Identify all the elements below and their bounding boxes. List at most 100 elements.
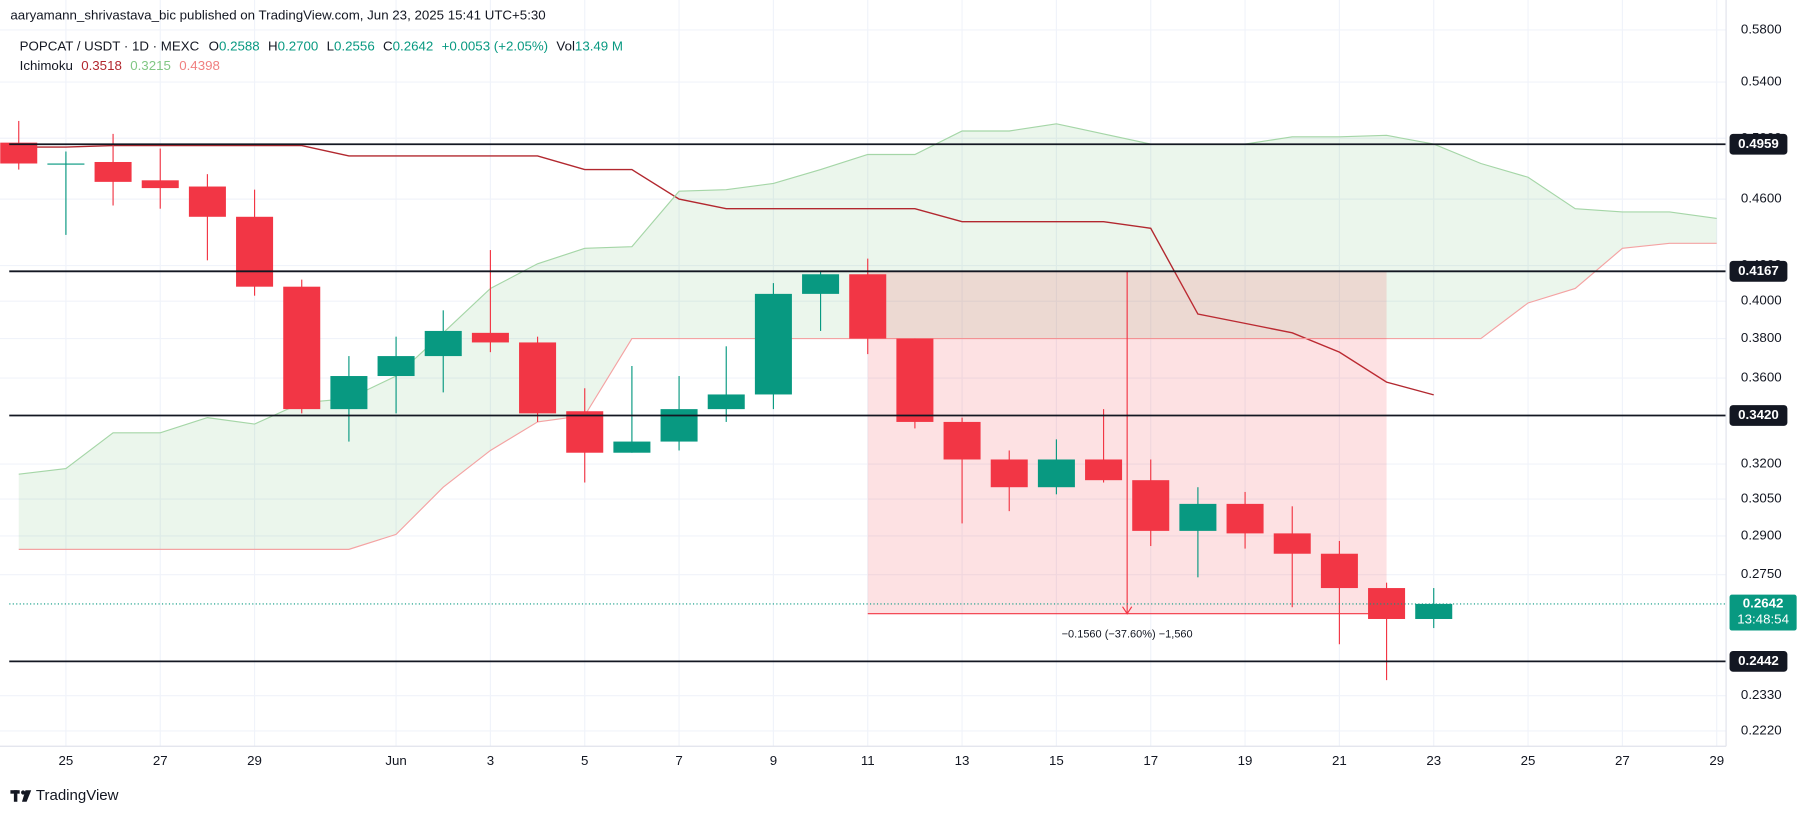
candle-body (990, 459, 1028, 488)
x-tick-label: 11 (861, 753, 875, 768)
candle-body (1226, 503, 1264, 534)
candle-body (1132, 480, 1170, 531)
y-tick-label: 0.5400 (1741, 74, 1782, 89)
candle-body (1273, 533, 1311, 554)
candle-body (1320, 553, 1358, 589)
x-tick-label: 23 (1426, 753, 1441, 768)
indicator-value: 0.4398 (179, 57, 220, 72)
x-tick-label: 15 (1049, 753, 1064, 768)
legend-key: H (268, 38, 278, 53)
y-tick-label: 0.2330 (1741, 687, 1782, 702)
x-tick-label: 25 (59, 753, 74, 768)
x-tick-label: 17 (1143, 753, 1158, 768)
level-label-bg (1729, 133, 1788, 155)
countdown-label: 13:48:54 (1737, 612, 1789, 627)
y-tick-label: 0.2900 (1741, 527, 1782, 542)
candle-body (94, 161, 132, 182)
indicator-value: 0.3215 (130, 57, 171, 72)
x-tick-label: 13 (955, 753, 970, 768)
x-tick-label: 7 (675, 753, 682, 768)
candle-body (613, 441, 651, 453)
candle-body (896, 338, 934, 422)
y-tick-label: 0.5800 (1741, 21, 1782, 36)
y-tick-label: 0.4600 (1741, 191, 1782, 206)
level-label: 0.4167 (1738, 263, 1779, 278)
candle-body (754, 293, 792, 395)
level-label: 0.2442 (1738, 653, 1779, 668)
x-tick-label: 5 (581, 753, 588, 768)
candle-body (849, 274, 887, 339)
symbol-legend: POPCAT / USDT · 1D · MEXC O0.2588 H0.270… (20, 38, 623, 53)
candle-body (471, 332, 509, 343)
legend-key: C (383, 38, 393, 53)
candle-body (1037, 459, 1075, 488)
legend-key: L (327, 38, 334, 53)
axes: 25 27 29 Jun 3 5 7 9 11 13 15 17 19 21 23 25 27 29 0.5800 0… (59, 21, 1797, 768)
candle-body (707, 394, 745, 410)
symbol-title: POPCAT / USDT · 1D · MEXC (20, 38, 200, 53)
level-label-bg (1729, 405, 1788, 426)
x-tick-label: 29 (1709, 753, 1724, 768)
candle-body (283, 286, 321, 410)
legend-value: 0.2556 (334, 38, 375, 53)
y-tick-label: 0.3200 (1741, 456, 1782, 471)
x-tick-label: Jun (385, 753, 406, 768)
current-price-bg (1729, 594, 1797, 631)
indicator-value: 0.3518 (81, 57, 122, 72)
y-tick-label: 0.3800 (1741, 330, 1782, 345)
indicator-name: Ichimoku (20, 57, 73, 72)
legend-key: Vol (556, 38, 575, 53)
x-tick-label: 25 (1521, 753, 1536, 768)
plot: −0.1560 (−37.60%) −1,560 (0, 120, 1727, 681)
level-label-bg (1729, 260, 1788, 282)
x-tick-label: 3 (487, 753, 494, 768)
candle-body (188, 186, 226, 217)
x-tick-label: 27 (1615, 753, 1630, 768)
candle-body (943, 421, 981, 460)
candle-body (424, 330, 462, 357)
legend-value: 0.2588 (219, 38, 260, 53)
candle-body (1415, 603, 1453, 619)
candle-body (330, 376, 368, 410)
level-label: 0.4959 (1738, 136, 1779, 151)
candle-body (47, 163, 85, 165)
legend-value: 13.49 M (575, 38, 623, 53)
candle-body (236, 216, 274, 287)
footer-brand: TradingView (36, 787, 119, 804)
candle-body (1085, 459, 1123, 481)
y-tick-label: 0.3600 (1741, 370, 1782, 385)
measure-label: −0.1560 (−37.60%) −1,560 (1062, 628, 1193, 640)
legend-value: 0.2642 (393, 38, 434, 53)
x-tick-label: 27 (153, 753, 168, 768)
level-label-bg (1729, 650, 1788, 672)
x-tick-label: 19 (1238, 753, 1253, 768)
x-tick-label: 21 (1332, 753, 1347, 768)
candle-body (0, 142, 38, 164)
indicator-legend: Ichimoku 0.3518 0.3215 0.4398 (20, 57, 220, 72)
x-tick-label: 29 (247, 753, 262, 768)
legend-value: 0.2700 (278, 38, 319, 53)
current-price-label: 0.2642 (1743, 595, 1784, 610)
y-tick-label: 0.2220 (1741, 722, 1782, 737)
y-tick-label: 0.2750 (1741, 566, 1782, 581)
level-label: 0.3420 (1738, 407, 1779, 422)
grid (0, 0, 1727, 747)
candle-body (802, 274, 840, 294)
legend-key: O (209, 38, 219, 53)
measure-arrowhead (1122, 606, 1133, 615)
y-tick-label: 0.3050 (1741, 491, 1782, 506)
candle-body (566, 411, 604, 453)
candle-body (1179, 503, 1217, 531)
candle-body (660, 409, 698, 442)
candle-body (377, 356, 415, 377)
x-tick-label: 9 (770, 753, 777, 768)
candle-body (141, 180, 179, 189)
legend-change: +0.0053 (+2.05%) (442, 38, 548, 53)
indicator-line (18, 144, 1434, 396)
tradingview-logo (10, 790, 32, 802)
candle-body (519, 342, 557, 414)
y-tick-label: 0.4000 (1741, 293, 1782, 308)
publisher: aaryamann_shrivastava_bic published on T… (10, 8, 545, 23)
